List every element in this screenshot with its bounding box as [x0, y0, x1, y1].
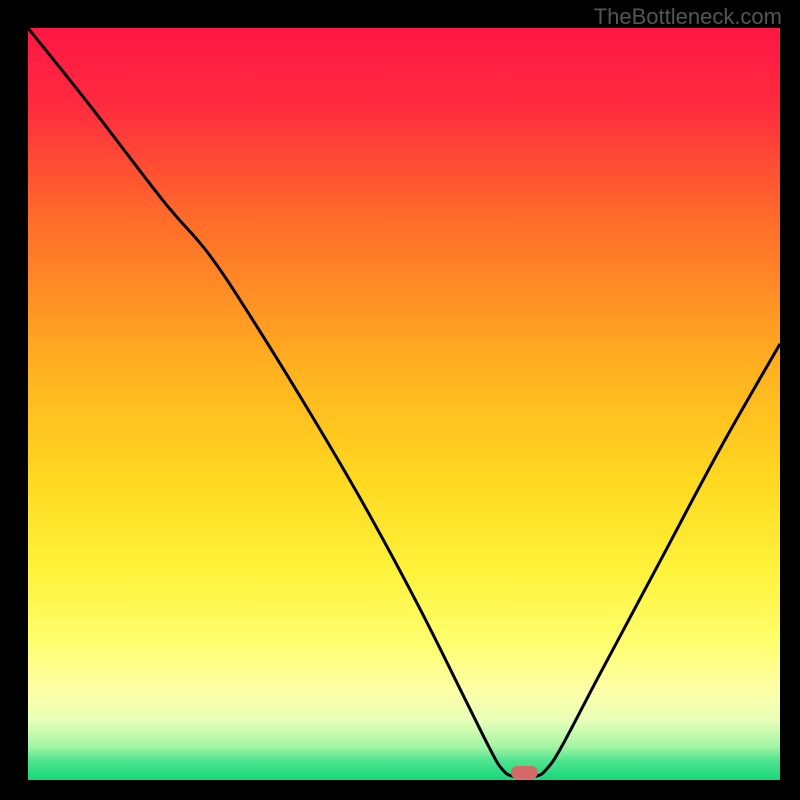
watermark-text: TheBottleneck.com	[594, 4, 782, 30]
curve-layer	[28, 28, 780, 780]
optimal-marker	[511, 766, 537, 778]
plot-area	[28, 28, 780, 780]
bottleneck-curve	[28, 28, 780, 777]
